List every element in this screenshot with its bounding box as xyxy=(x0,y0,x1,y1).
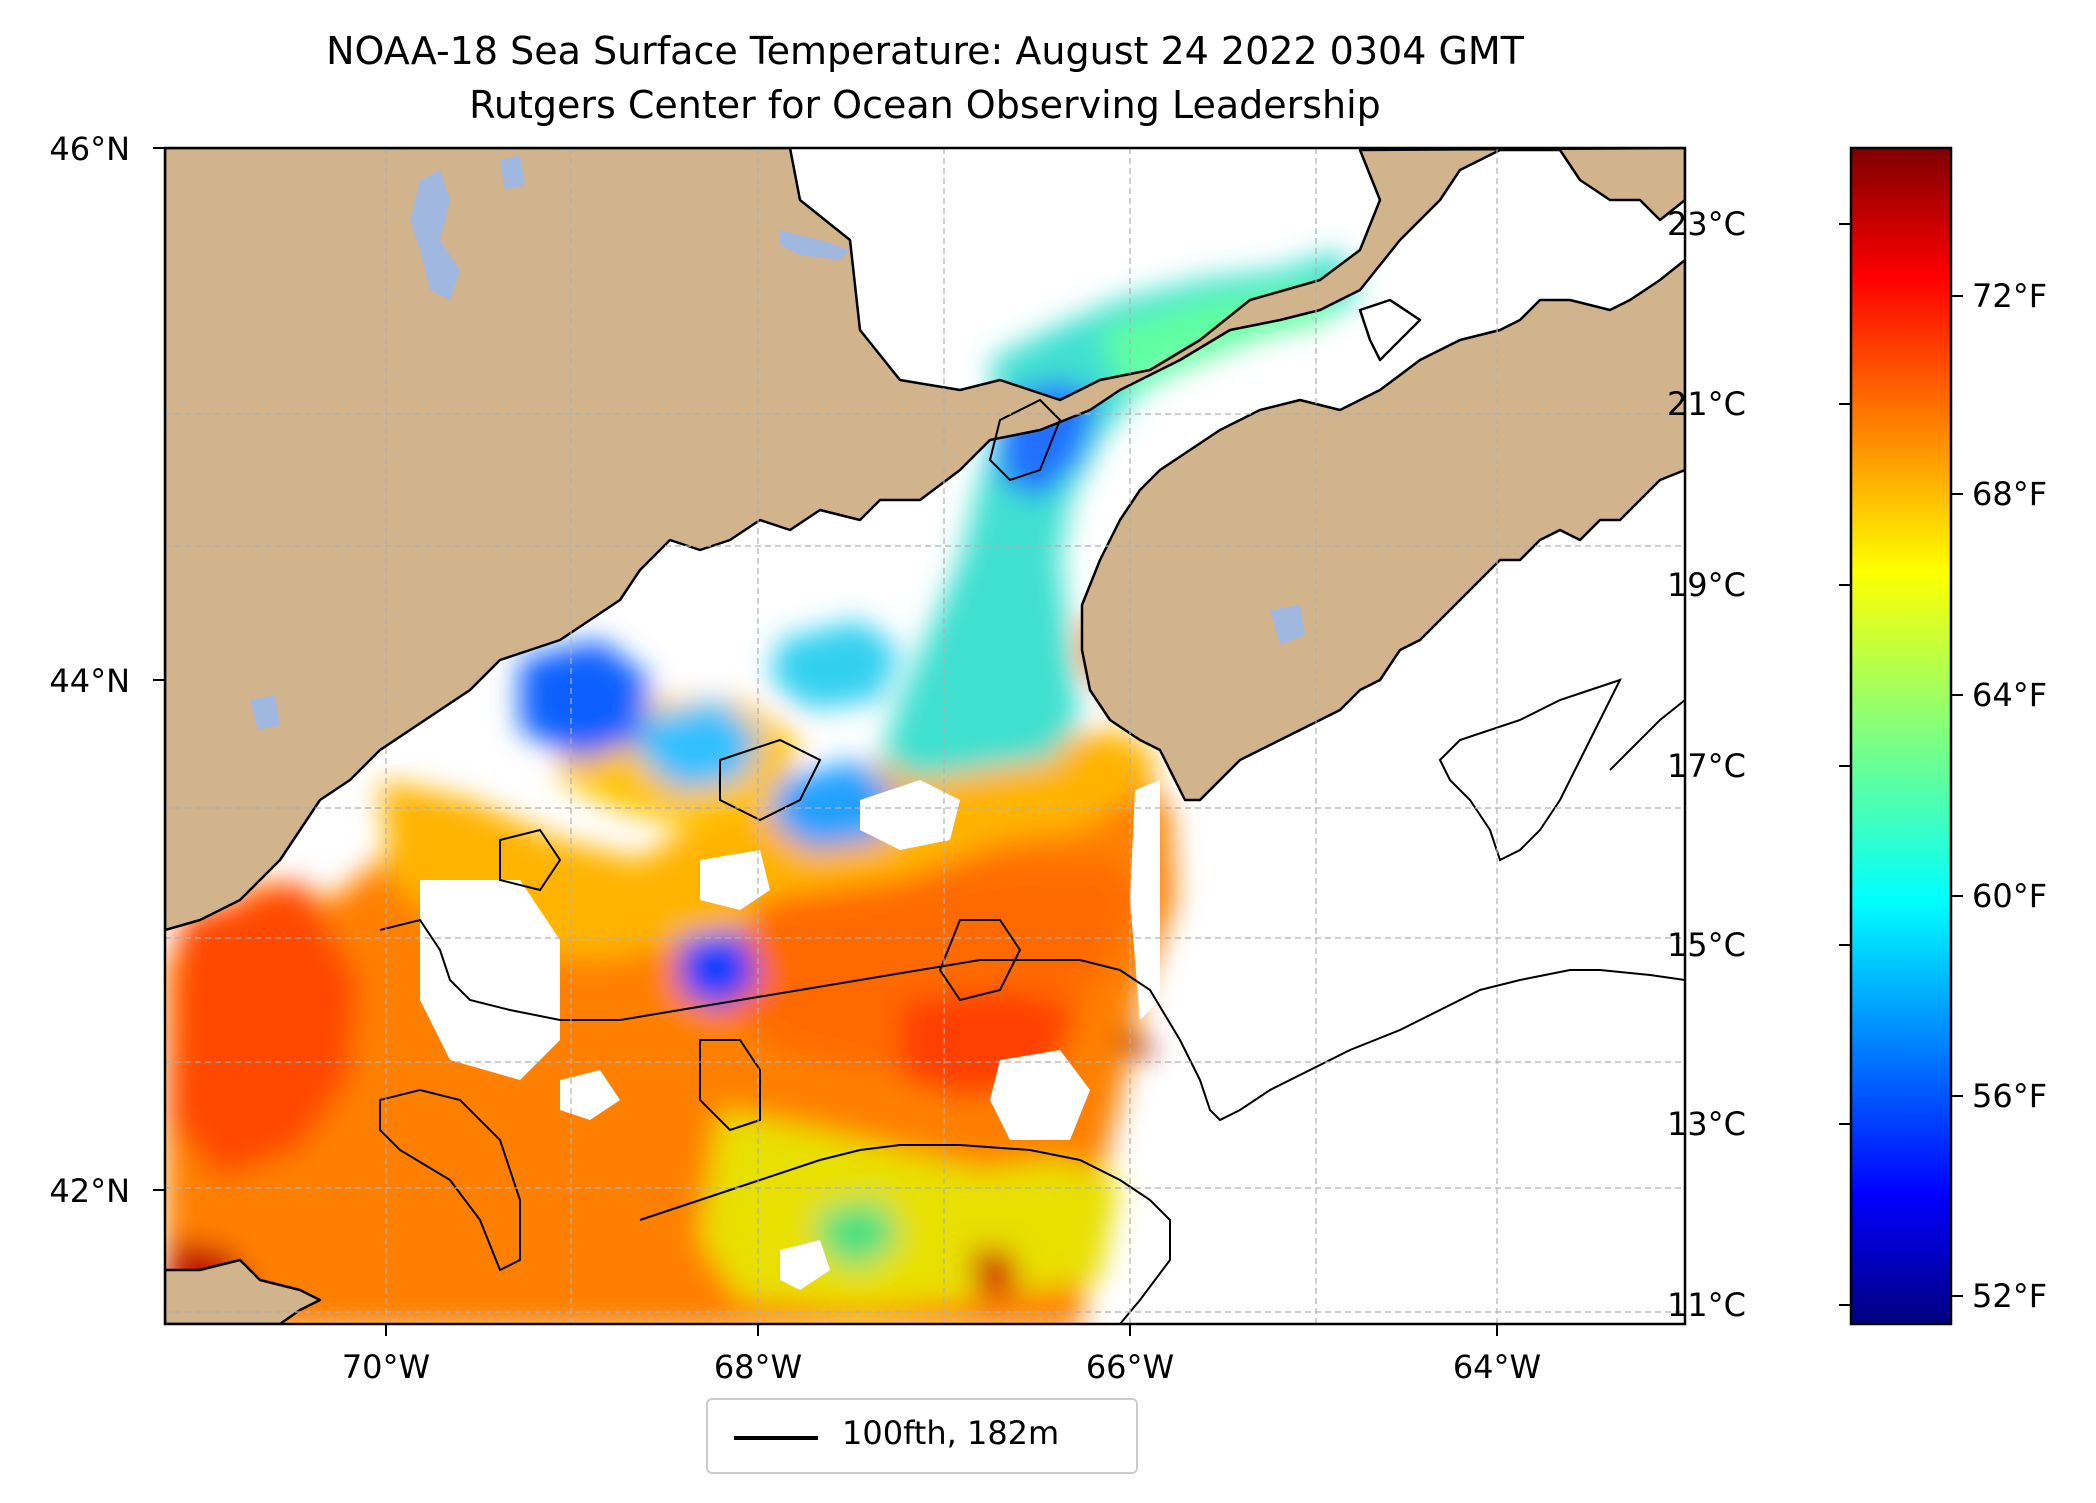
colorbar-c-19: 19°C xyxy=(1666,566,1746,604)
colorbar-c-15: 15°C xyxy=(1666,926,1746,964)
colorbar-f-64: 64°F xyxy=(1972,676,2048,714)
colorbar-c-17: 17°C xyxy=(1666,747,1746,785)
lon-tick-64: 64°W xyxy=(1452,1348,1542,1386)
lon-tick-66: 66°W xyxy=(1085,1348,1175,1386)
colorbar-f-60: 60°F xyxy=(1972,877,2048,915)
graticule xyxy=(165,148,1685,1324)
lon-tick-70: 70°W xyxy=(341,1348,431,1386)
colorbar-c-13: 13°C xyxy=(1666,1105,1746,1143)
chart-subtitle: Rutgers Center for Ocean Observing Leade… xyxy=(469,83,1381,127)
colorbar-f-68: 68°F xyxy=(1972,475,2048,513)
legend-line-swatch xyxy=(734,1436,818,1440)
tick-marks xyxy=(153,147,1498,1336)
lon-tick-68: 68°W xyxy=(713,1348,803,1386)
legend-label: 100fth, 182m xyxy=(842,1414,1060,1452)
colorbar-c-21: 21°C xyxy=(1666,385,1746,423)
colorbar-c-23: 23°C xyxy=(1666,205,1746,243)
colorbar-f-56: 56°F xyxy=(1972,1077,2048,1115)
colorbar xyxy=(1849,146,1953,1326)
colorbar-c-11: 11°C xyxy=(1666,1286,1746,1324)
colorbar-ticks xyxy=(1839,223,1963,1306)
colorbar-f-52: 52°F xyxy=(1972,1277,2048,1315)
lat-tick-44: 44°N xyxy=(49,662,130,700)
chart-title: NOAA-18 Sea Surface Temperature: August … xyxy=(326,29,1524,73)
land xyxy=(165,148,1685,1324)
lat-tick-42: 42°N xyxy=(49,1172,130,1210)
colorbar-f-72: 72°F xyxy=(1972,277,2048,315)
lat-tick-46: 46°N xyxy=(49,130,130,168)
contour-100fth xyxy=(379,398,1685,1324)
map-frame xyxy=(163,146,1687,1326)
legend: 100fth, 182m xyxy=(706,1398,1138,1474)
lakes xyxy=(250,155,1305,730)
sst-field xyxy=(165,250,1360,1324)
